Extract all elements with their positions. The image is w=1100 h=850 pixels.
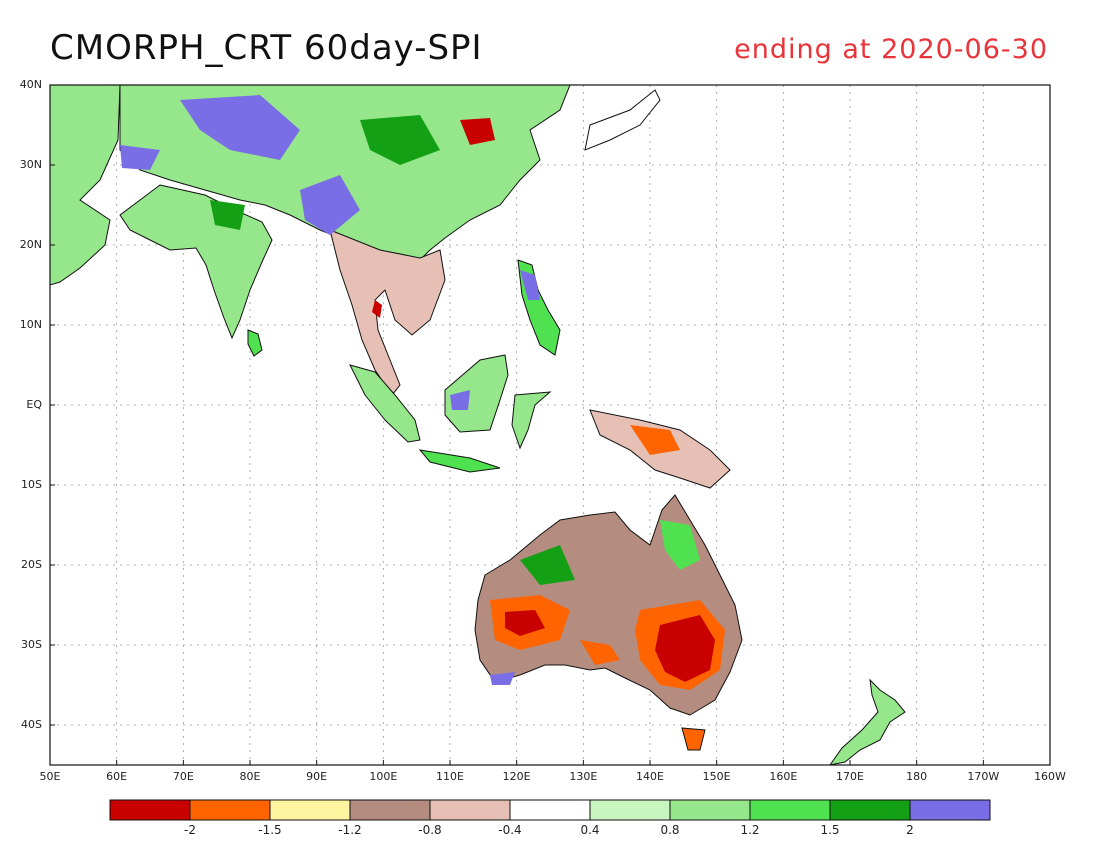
map-date-subtitle: ending at 2020-06-30 xyxy=(734,34,1048,65)
latitude-label: 40S xyxy=(21,718,42,731)
longitude-label: 70E xyxy=(172,770,194,783)
latitude-label: 10N xyxy=(19,318,42,331)
colorbar-swatch xyxy=(509,799,591,821)
colorbar-label: -0.8 xyxy=(418,823,442,837)
colorbar-label: 2 xyxy=(906,823,914,837)
latitude-label: 10S xyxy=(21,478,42,491)
axis-ticks xyxy=(49,84,1051,765)
latitude-label: 20N xyxy=(19,238,42,251)
longitude-label: 160W xyxy=(1034,770,1066,783)
sri-lanka-landmass xyxy=(247,329,263,357)
colorbar-label: -2 xyxy=(184,823,196,837)
map-frame xyxy=(49,84,1051,766)
map-title: CMORPH_CRT 60day-SPI xyxy=(50,28,483,68)
colorbar-swatch xyxy=(829,799,911,821)
colorbar-swatch xyxy=(669,799,751,821)
tasmania-landmass xyxy=(681,727,706,751)
longitude-label: 120E xyxy=(502,770,531,783)
java-landmass xyxy=(418,449,501,473)
colorbar-swatch xyxy=(349,799,431,821)
longitude-label: 130E xyxy=(569,770,598,783)
longitude-label: 150E xyxy=(702,770,731,783)
colorbar-label: 0.8 xyxy=(660,823,680,837)
colorbar-label: 0.4 xyxy=(580,823,600,837)
japan-landmass xyxy=(584,89,661,151)
wet-anomaly-patches xyxy=(120,95,700,685)
new-zealand-landmass xyxy=(829,678,906,765)
longitude-label: 80E xyxy=(239,770,261,783)
land-areas xyxy=(50,85,906,765)
dry-anomaly-patches xyxy=(372,118,725,690)
colorbar-label: -1.5 xyxy=(258,823,282,837)
longitude-label: 100E xyxy=(369,770,398,783)
longitude-label: 140E xyxy=(636,770,664,783)
borneo-landmass xyxy=(444,354,509,433)
sulawesi-landmass xyxy=(511,391,552,450)
latitude-label: 40N xyxy=(19,78,42,91)
colorbar-swatch xyxy=(269,799,351,821)
longitude-label: 170E xyxy=(836,770,864,783)
colorbar-swatch xyxy=(589,799,671,821)
colorbar-label: -0.4 xyxy=(498,823,522,837)
colorbar xyxy=(109,799,991,821)
latitude-label: EQ xyxy=(26,398,42,411)
colorbar-swatch xyxy=(909,799,991,821)
colorbar-label: -1.2 xyxy=(338,823,362,837)
colorbar-swatch xyxy=(749,799,831,821)
colorbar-label: 1.5 xyxy=(820,823,840,837)
arabia-landmass xyxy=(50,85,121,286)
longitude-label: 110E xyxy=(436,770,464,783)
latitude-label: 30S xyxy=(21,638,42,651)
longitude-label: 90E xyxy=(306,770,328,783)
sumatra-landmass xyxy=(349,364,421,443)
longitude-label: 180 xyxy=(906,770,928,783)
colorbar-swatch xyxy=(189,799,271,821)
colorbar-swatch xyxy=(429,799,511,821)
colorbar-label: 1.2 xyxy=(740,823,760,837)
latitude-label: 30N xyxy=(19,158,42,171)
longitude-label: 60E xyxy=(106,770,128,783)
colorbar-swatch xyxy=(109,799,191,821)
longitude-label: 160E xyxy=(769,770,798,783)
longitude-label: 170W xyxy=(967,770,1000,783)
longitude-label: 50E xyxy=(39,770,61,783)
latitude-label: 20S xyxy=(21,558,42,571)
